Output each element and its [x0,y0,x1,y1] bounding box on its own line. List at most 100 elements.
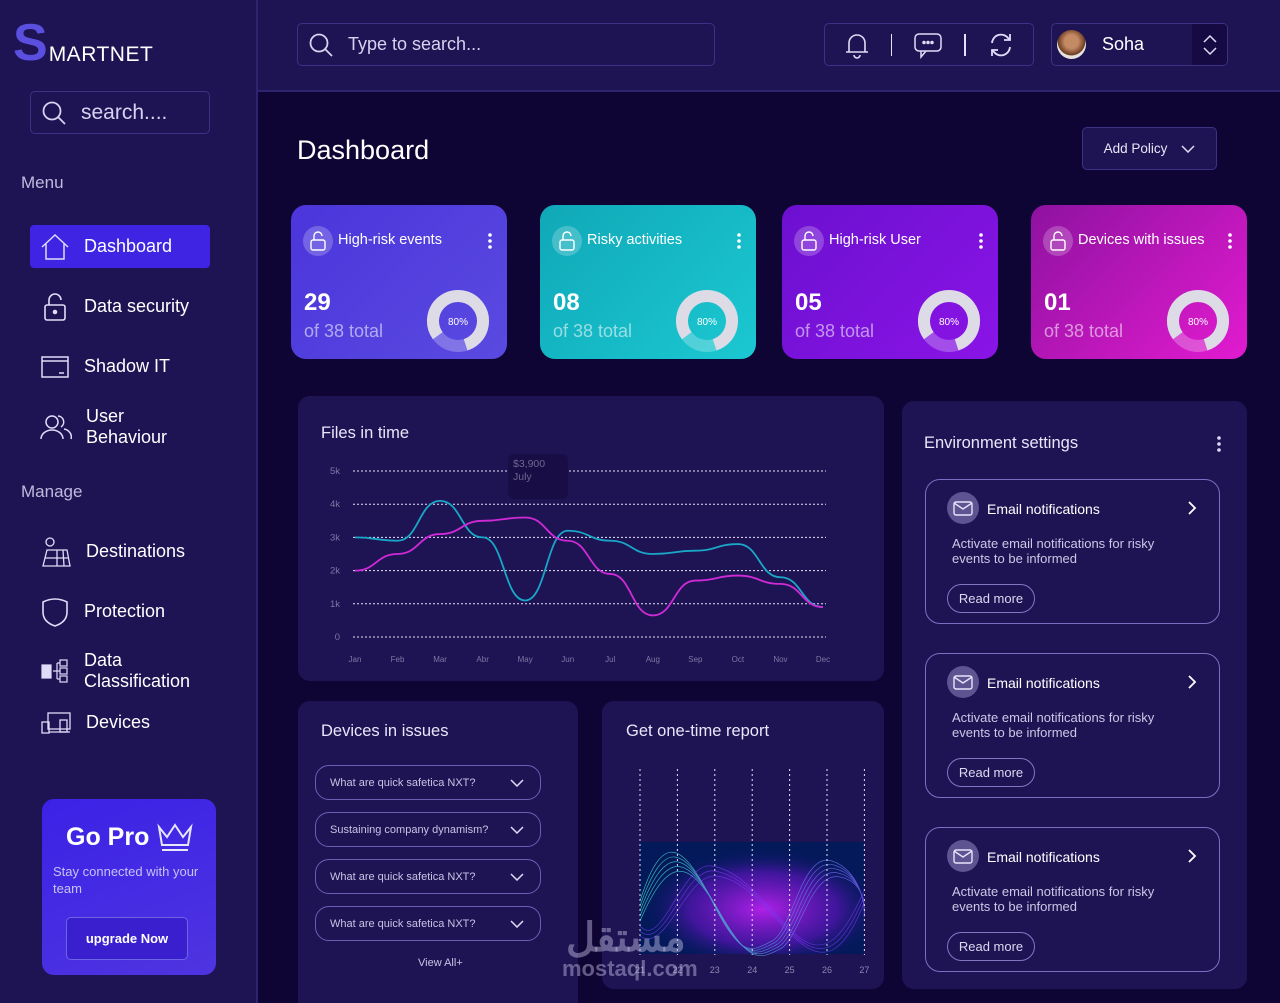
svg-text:24: 24 [747,965,757,975]
unlock-icon [303,226,333,256]
lock-icon [44,292,66,321]
svg-text:23: 23 [710,965,720,975]
topbar-actions [824,23,1034,66]
svg-text:May: May [518,655,533,664]
sidebar-item-shadow-it[interactable]: Shadow IT [30,345,210,388]
kebab-menu-icon[interactable] [487,232,493,250]
accordion-label: Sustaining company dynamism? [330,823,489,836]
chart-tooltip: $3,900 July [508,454,568,499]
env-card-description: Activate email notifications for risky e… [952,884,1155,914]
classification-icon [41,658,68,683]
sidebar-item-data-classification[interactable]: Data Classification [30,649,210,692]
env-card-title: Email notifications [987,849,1100,865]
read-more-button[interactable]: Read more [947,584,1035,613]
stat-subtext: of 38 total [795,321,875,341]
chat-icon[interactable] [913,31,943,59]
add-policy-dropdown[interactable]: Add Policy [1082,127,1217,170]
stat-label: High-risk User [829,232,921,248]
stat-value: 05 [795,289,822,316]
kebab-menu-icon[interactable] [1227,232,1233,250]
sidebar-item-label: Shadow IT [84,356,171,376]
sidebar-item-devices[interactable]: Devices [30,701,210,744]
chevron-right-icon[interactable] [1188,675,1197,689]
env-card-email-notifications[interactable]: Email notifications Activate email notif… [925,479,1220,624]
mail-icon [947,492,979,524]
svg-text:5k: 5k [330,466,340,477]
crown-icon [157,823,193,851]
read-more-button[interactable]: Read more [947,932,1035,961]
go-pro-title: Go Pro [66,823,150,851]
svg-text:80%: 80% [448,317,468,328]
devices-issues-title: Devices in issues [321,722,449,740]
stat-value: 29 [304,289,331,316]
files-in-time-panel: Files in time 0 1k 2k 3k 4k 5k Jan Feb Mar Abr May… [298,396,884,681]
sidebar-item-user-behaviour[interactable]: User Behaviour [30,405,210,448]
chevron-right-icon[interactable] [1188,849,1197,863]
svg-text:Aug: Aug [646,655,660,664]
sidebar-item-data-security[interactable]: Data security [30,285,210,328]
chevron-down-icon [510,872,524,881]
svg-text:2k: 2k [330,566,340,577]
svg-text:25: 25 [785,965,795,975]
avatar [1057,30,1086,59]
stat-subtext: of 38 total [1044,321,1124,341]
chevron-down-icon [1181,144,1195,153]
env-card-title: Email notifications [987,501,1100,517]
chevron-down-icon [510,919,524,928]
accordion-item[interactable]: What are quick safetica NXT? [315,906,541,941]
chevron-right-icon[interactable] [1188,501,1197,515]
env-card-email-notifications[interactable]: Email notifications Activate email notif… [925,653,1220,798]
refresh-icon[interactable] [987,31,1015,59]
svg-text:4k: 4k [330,499,340,510]
topbar: Type to search... Soha [258,0,1280,92]
top-search-input[interactable]: Type to search... [297,23,715,66]
add-policy-label: Add Policy [1103,141,1168,156]
svg-text:Jan: Jan [349,655,362,664]
stat-card-high-risk-user[interactable]: High-risk User 05 of 38 total 80% [782,205,998,359]
accordion-item[interactable]: What are quick safetica NXT? [315,765,541,800]
env-card-description: Activate email notifications for risky e… [952,536,1155,566]
svg-text:Jul: Jul [605,655,615,664]
sidebar-item-protection[interactable]: Protection [30,590,210,633]
sidebar-item-label: Dashboard [84,236,173,256]
stat-card-devices-with-issues[interactable]: Devices with issues 01 of 38 total 80% [1031,205,1247,359]
user-menu-stepper[interactable] [1192,24,1227,65]
kebab-menu-icon[interactable] [736,232,742,250]
page-title: Dashboard [297,135,430,165]
view-all-link[interactable]: View All+ [418,957,463,969]
bell-icon[interactable] [844,31,870,59]
svg-text:Nov: Nov [773,655,787,664]
sidebar-search-input[interactable]: search.... [30,91,210,134]
devices-icon [41,711,71,734]
read-more-button[interactable]: Read more [947,758,1035,787]
sidebar-item-destinations[interactable]: Destinations [30,530,210,573]
accordion-item[interactable]: What are quick safetica NXT? [315,859,541,894]
svg-text:22: 22 [672,965,682,975]
wave-area-chart[interactable]: 21 22 23 24 25 26 27 [602,701,884,989]
kebab-menu-icon[interactable] [1216,435,1222,453]
stat-subtext: of 38 total [304,321,384,341]
user-menu[interactable]: Soha [1051,23,1228,66]
env-card-email-notifications[interactable]: Email notifications Activate email notif… [925,827,1220,972]
chevron-down-icon [1202,46,1217,55]
accordion-item[interactable]: Sustaining company dynamism? [315,812,541,847]
tooltip-value: $3,900 [513,458,546,470]
stat-card-high-risk-events[interactable]: High-risk events 29 of 38 total 80% [291,205,507,359]
svg-text:80%: 80% [939,317,959,328]
svg-text:27: 27 [859,965,869,975]
svg-text:0: 0 [335,632,340,643]
logo-initial: S [13,14,48,72]
donut-chart: 80% [1167,290,1229,352]
svg-text:Oct: Oct [732,655,745,664]
sidebar-item-dashboard[interactable]: Dashboard [30,225,210,268]
stat-card-risky-activities[interactable]: Risky activities 08 of 38 total 80% [540,205,756,359]
svg-text:80%: 80% [697,317,717,328]
devices-in-issues-panel: Devices in issues What are quick safetic… [298,701,578,1003]
files-chart-title: Files in time [321,424,410,442]
window-icon [41,355,69,378]
svg-text:Mar: Mar [433,655,447,664]
files-line-chart[interactable]: 0 1k 2k 3k 4k 5k Jan Feb Mar Abr May Jun Jul Aug Sep Oc… [298,396,884,681]
upgrade-now-button[interactable]: upgrade Now [66,917,188,960]
kebab-menu-icon[interactable] [978,232,984,250]
user-name: Soha [1102,34,1145,54]
